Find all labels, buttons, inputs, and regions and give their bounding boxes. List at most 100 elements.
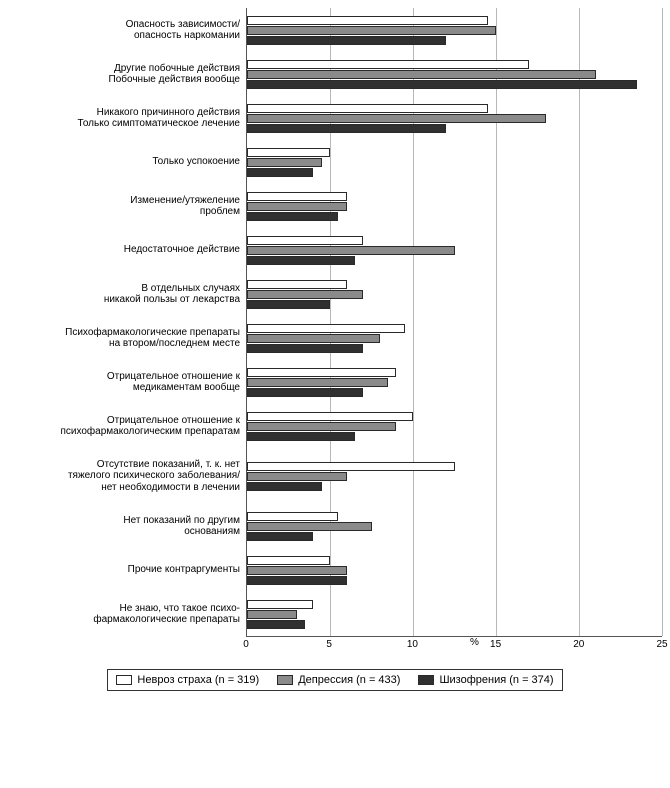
category-label-row: Недостаточное действие (8, 228, 246, 272)
bar-group (247, 548, 662, 592)
bar-schizo (247, 300, 330, 309)
category-label: Прочие контраргументы (128, 564, 240, 576)
bar-group (247, 404, 662, 448)
bar-nevroz (247, 148, 330, 157)
legend: Невроз страха (n = 319) Депрессия (n = 43… (107, 669, 562, 691)
bar-schizo (247, 432, 355, 441)
category-label-row: Никакого причинного действияТолько симпт… (8, 96, 246, 140)
bar-schizo (247, 168, 313, 177)
bar-depress (247, 422, 396, 431)
category-label: Психофармакологические препаратына второ… (65, 327, 240, 350)
category-label: Изменение/утяжелениепроблем (130, 195, 240, 218)
x-axis-label: % (470, 637, 479, 648)
bar-schizo (247, 620, 305, 629)
category-label: Недостаточное действие (124, 244, 240, 256)
legend-swatch (277, 675, 293, 685)
x-tick-label: 15 (490, 639, 501, 650)
bar-schizo (247, 344, 363, 353)
bar-nevroz (247, 60, 529, 69)
grouped-horizontal-bar-chart: Опасность зависимости/опасность наркоман… (8, 8, 662, 691)
bar-depress (247, 334, 380, 343)
bar-group (247, 140, 662, 184)
legend-item: Шизофрения (n = 374) (418, 674, 553, 686)
category-label-row: Психофармакологические препаратына второ… (8, 316, 246, 360)
bar-group (247, 228, 662, 272)
bar-group (247, 448, 662, 504)
bar-nevroz (247, 512, 338, 521)
plot-area (246, 8, 662, 637)
category-label: Никакого причинного действияТолько симпт… (78, 107, 241, 130)
category-label-row: Только успокоение (8, 140, 246, 184)
category-label: Опасность зависимости/опасность наркоман… (126, 19, 240, 42)
category-label: В отдельных случаяхникакой пользы от лек… (104, 283, 240, 306)
bar-schizo (247, 80, 637, 89)
category-label-row: Другие побочные действияПобочные действи… (8, 52, 246, 96)
x-tick-label: 25 (656, 639, 667, 650)
bar-group (247, 184, 662, 228)
bar-nevroz (247, 556, 330, 565)
category-label-row: Изменение/утяжелениепроблем (8, 184, 246, 228)
bar-group (247, 8, 662, 52)
bar-nevroz (247, 412, 413, 421)
bar-group (247, 272, 662, 316)
bar-depress (247, 202, 347, 211)
legend-swatch (418, 675, 434, 685)
legend-item: Невроз страха (n = 319) (116, 674, 259, 686)
category-label: Другие побочные действияПобочные действи… (109, 63, 240, 86)
bar-nevroz (247, 236, 363, 245)
bar-depress (247, 114, 546, 123)
bar-schizo (247, 212, 338, 221)
category-label-row: Не знаю, что такое психо-фармакологическ… (8, 592, 246, 636)
category-label: Не знаю, что такое психо-фармакологическ… (93, 603, 240, 626)
bar-schizo (247, 388, 363, 397)
category-label-row: Опасность зависимости/опасность наркоман… (8, 8, 246, 52)
category-labels-column: Опасность зависимости/опасность наркоман… (8, 8, 246, 637)
category-label-row: В отдельных случаяхникакой пользы от лек… (8, 272, 246, 316)
bar-schizo (247, 482, 322, 491)
category-label: Только успокоение (152, 156, 240, 168)
bar-depress (247, 158, 322, 167)
legend-label: Депрессия (n = 433) (298, 674, 400, 686)
category-label-row: Прочие контраргументы (8, 548, 246, 592)
bar-depress (247, 378, 388, 387)
bar-nevroz (247, 104, 488, 113)
bar-nevroz (247, 324, 405, 333)
bar-group (247, 504, 662, 548)
legend-item: Депрессия (n = 433) (277, 674, 400, 686)
bar-depress (247, 610, 297, 619)
bar-schizo (247, 532, 313, 541)
bar-schizo (247, 256, 355, 265)
x-tick-label: 0 (243, 639, 249, 650)
category-label: Отсутствие показаний, т. к. неттяжелого … (68, 459, 240, 494)
bar-nevroz (247, 280, 347, 289)
x-tick-label: 5 (326, 639, 332, 650)
legend-label: Невроз страха (n = 319) (137, 674, 259, 686)
bar-group (247, 96, 662, 140)
bar-group (247, 360, 662, 404)
bar-nevroz (247, 192, 347, 201)
bar-depress (247, 522, 372, 531)
category-label-row: Отсутствие показаний, т. к. неттяжелого … (8, 448, 246, 504)
bar-nevroz (247, 16, 488, 25)
bar-nevroz (247, 462, 455, 471)
category-label-row: Отрицательное отношение кпсихофармаколог… (8, 404, 246, 448)
bar-nevroz (247, 600, 313, 609)
category-label-row: Отрицательное отношение кмедикаментам во… (8, 360, 246, 404)
chart-area: Опасность зависимости/опасность наркоман… (8, 8, 662, 637)
x-tick-label: 10 (407, 639, 418, 650)
category-label: Нет показаний по другимоснованиям (123, 515, 240, 538)
bar-schizo (247, 124, 446, 133)
bar-group (247, 316, 662, 360)
bar-nevroz (247, 368, 396, 377)
bar-schizo (247, 36, 446, 45)
bar-depress (247, 566, 347, 575)
bar-depress (247, 70, 596, 79)
category-label: Отрицательное отношение кмедикаментам во… (107, 371, 240, 394)
bar-schizo (247, 576, 347, 585)
bar-depress (247, 290, 363, 299)
legend-swatch (116, 675, 132, 685)
gridline (662, 8, 663, 636)
bar-depress (247, 472, 347, 481)
legend-label: Шизофрения (n = 374) (439, 674, 553, 686)
x-axis: % 0510152025 (246, 637, 662, 655)
